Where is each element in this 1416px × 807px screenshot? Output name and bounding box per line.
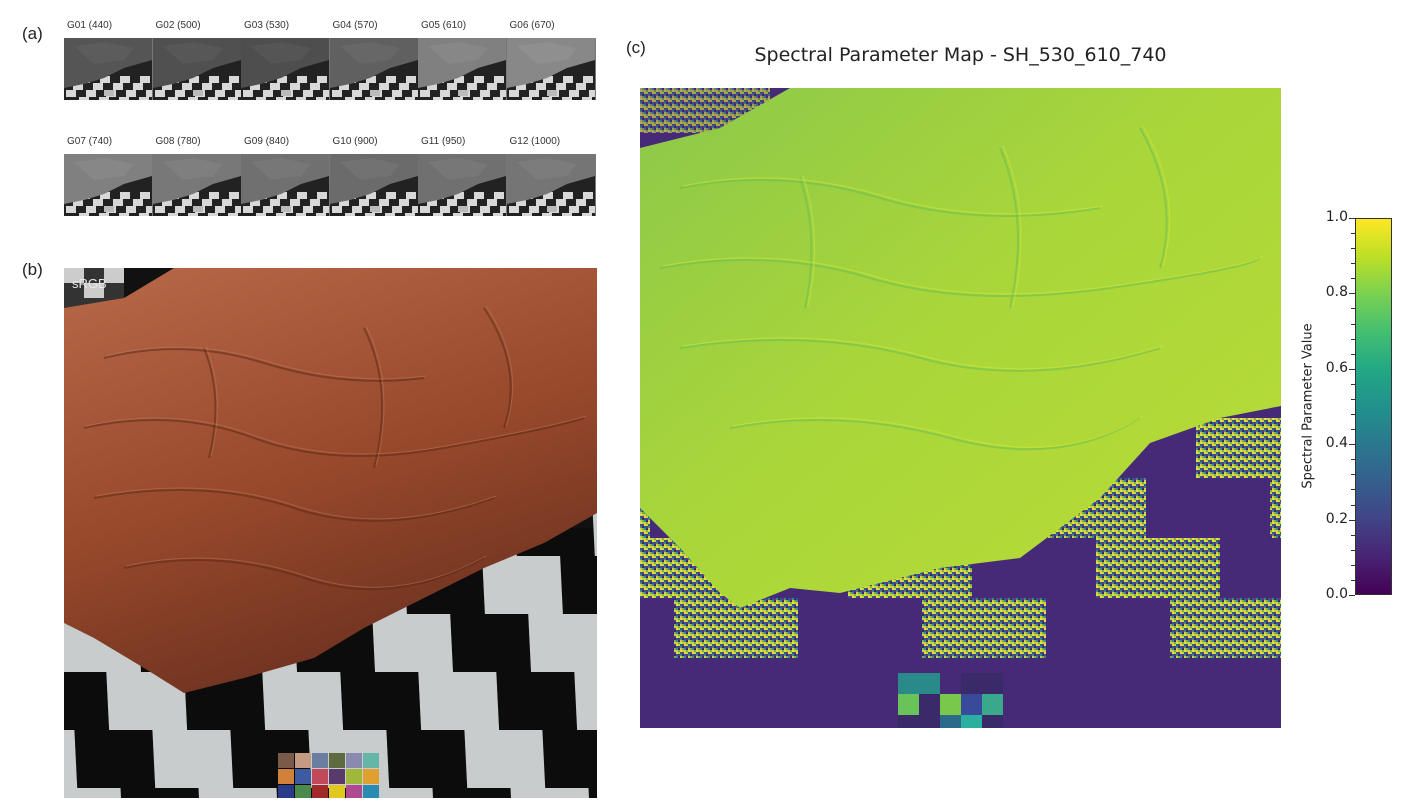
panel-label-a: (a) bbox=[22, 24, 43, 43]
colorbar-minor-tick bbox=[1351, 233, 1355, 235]
thumbnail-label: G03 (530) bbox=[244, 20, 290, 31]
band-thumbnail bbox=[329, 38, 419, 100]
colorbar-minor-tick bbox=[1351, 489, 1355, 491]
colorbar-minor-tick bbox=[1351, 338, 1355, 340]
thumbnail-label: G09 (840) bbox=[244, 136, 290, 147]
band-thumbnail bbox=[64, 38, 153, 100]
colorbar-minor-tick bbox=[1351, 278, 1355, 280]
thumbnail-label: G02 (500) bbox=[155, 20, 201, 31]
colorbar-minor-tick bbox=[1351, 353, 1355, 355]
colorbar-minor-tick bbox=[1351, 383, 1355, 385]
spectral-parameter-map bbox=[640, 88, 1281, 728]
thumbnail-label: G12 (1000) bbox=[509, 136, 561, 147]
colorbar-minor-tick bbox=[1351, 414, 1355, 416]
colorbar-tick-label: 0.0 bbox=[1325, 586, 1348, 602]
colorbar-minor-tick bbox=[1351, 323, 1355, 325]
band-thumbnail bbox=[506, 154, 596, 216]
colorbar-minor-tick bbox=[1351, 549, 1355, 551]
colorbar-minor-tick bbox=[1351, 459, 1355, 461]
band-thumbnail bbox=[418, 38, 507, 100]
band-thumbnail bbox=[152, 154, 242, 216]
colorbar-minor-tick bbox=[1351, 534, 1355, 536]
colorbar-tick-label: 0.2 bbox=[1325, 510, 1348, 527]
thumbnail-label: G10 (900) bbox=[332, 136, 378, 147]
colorbar-minor-tick bbox=[1351, 519, 1355, 521]
colorbar-minor-tick bbox=[1351, 429, 1355, 431]
colorbar bbox=[1355, 218, 1392, 595]
spectral-map-title: Spectral Parameter Map - SH_530_610_740 bbox=[754, 44, 1167, 66]
colorbar-tick-label: 0.8 bbox=[1325, 284, 1348, 301]
colorbar-tick-label: 0.6 bbox=[1325, 359, 1348, 376]
srgb-render-image bbox=[64, 268, 597, 798]
band-thumbnail bbox=[152, 38, 242, 100]
colorbar-tick-label: 0.4 bbox=[1325, 435, 1348, 452]
band-thumbnail bbox=[418, 154, 507, 216]
thumbnail-label: G05 (610) bbox=[421, 20, 467, 31]
colorbar-minor-tick bbox=[1351, 504, 1355, 506]
thumbnail-label: G07 (740) bbox=[67, 136, 113, 147]
colorbar-minor-tick bbox=[1351, 293, 1355, 295]
colorbar-tick-mark bbox=[1349, 595, 1355, 596]
colorbar-tick-label: 1.0 bbox=[1325, 209, 1348, 225]
colorbar-minor-tick bbox=[1351, 564, 1355, 566]
band-thumbnail bbox=[64, 154, 153, 216]
colorbar-minor-tick bbox=[1351, 444, 1355, 446]
colorbar-minor-tick bbox=[1351, 308, 1355, 310]
panel-b-srgb-render: sRGB bbox=[64, 268, 597, 798]
panel-label-b: (b) bbox=[22, 260, 43, 279]
thumbnail-label: G08 (780) bbox=[155, 136, 201, 147]
band-thumbnail bbox=[329, 154, 419, 216]
thumbnail-label: G01 (440) bbox=[67, 20, 113, 31]
spectral-map-image bbox=[640, 88, 1281, 728]
thumbnail-label: G06 (670) bbox=[509, 20, 555, 31]
colorbar-tick-mark bbox=[1349, 218, 1355, 219]
colorbar-minor-tick bbox=[1351, 398, 1355, 400]
colorbar-minor-tick bbox=[1351, 368, 1355, 370]
colorbar-minor-tick bbox=[1351, 248, 1355, 250]
colorbar-minor-tick bbox=[1351, 579, 1355, 581]
colorbar-minor-tick bbox=[1351, 474, 1355, 476]
thumbnail-label: G11 (950) bbox=[421, 136, 466, 147]
thumbnail-label: G04 (570) bbox=[332, 20, 378, 31]
band-thumbnail bbox=[506, 38, 596, 100]
colorbar-minor-tick bbox=[1351, 263, 1355, 265]
panel-label-c: (c) bbox=[626, 38, 646, 57]
band-thumbnail bbox=[241, 38, 330, 100]
srgb-tag: sRGB bbox=[72, 276, 107, 291]
band-thumbnail bbox=[241, 154, 330, 216]
